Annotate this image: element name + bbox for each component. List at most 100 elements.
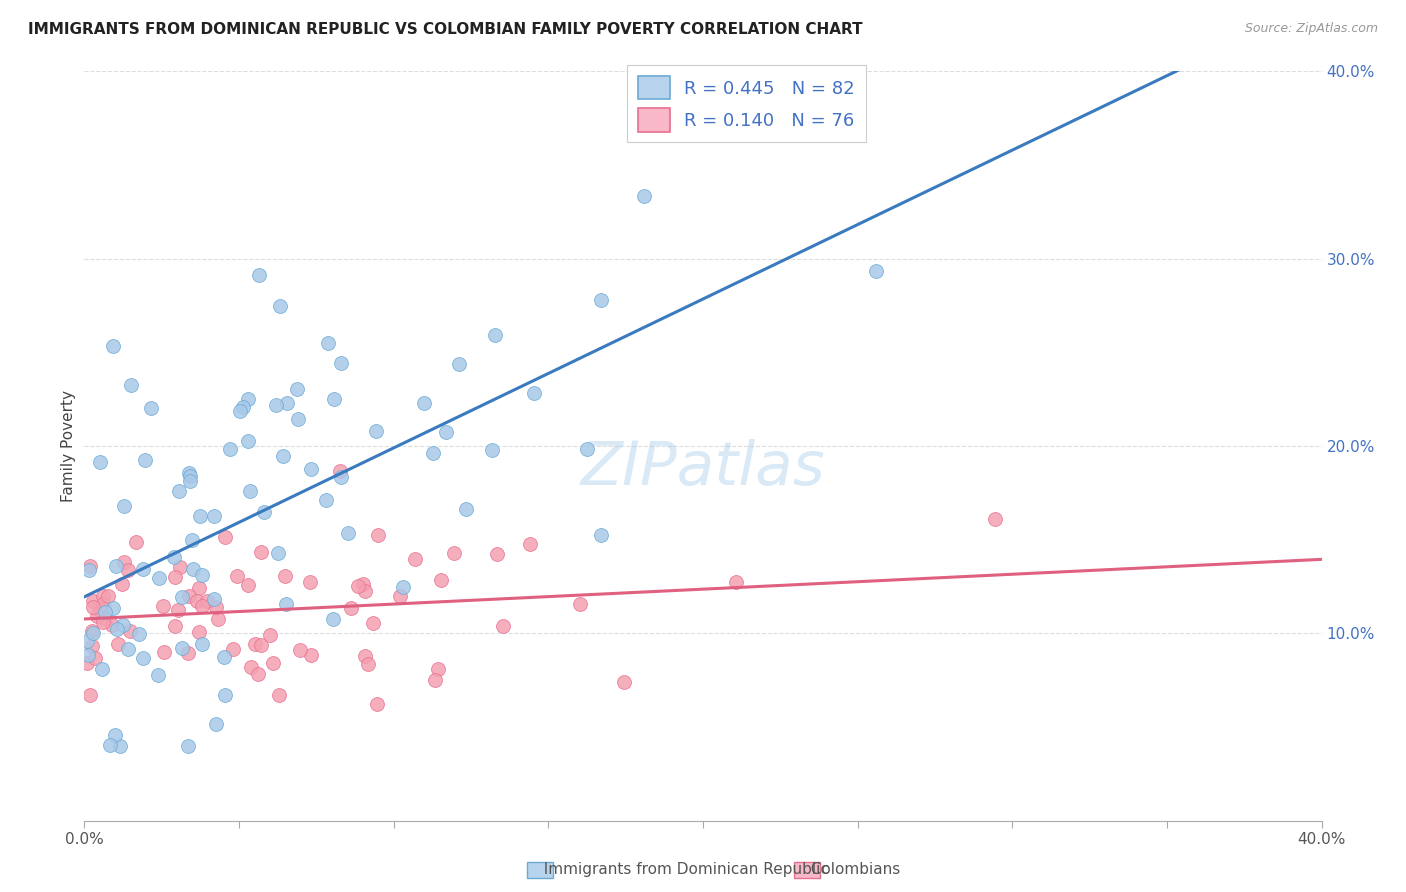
Point <box>132 650 155 665</box>
Point <box>111 618 134 632</box>
Point <box>118 624 141 638</box>
Point <box>329 464 352 478</box>
Point <box>443 546 465 560</box>
Point <box>90 662 112 676</box>
Point <box>141 401 163 415</box>
Point <box>426 662 449 676</box>
Point <box>481 442 503 457</box>
Point <box>423 673 446 688</box>
Point <box>188 509 211 524</box>
Point <box>94 606 117 620</box>
Point <box>299 462 322 476</box>
Point <box>246 666 269 681</box>
Point <box>267 546 290 560</box>
Point <box>179 469 201 483</box>
Point <box>865 264 887 278</box>
Text: IMMIGRANTS FROM DOMINICAN REPUBLIC VS COLOMBIAN FAMILY POVERTY CORRELATION CHART: IMMIGRANTS FROM DOMINICAN REPUBLIC VS CO… <box>28 22 863 37</box>
Point <box>101 618 124 632</box>
Point <box>229 404 252 418</box>
Point <box>112 499 135 513</box>
Point <box>146 668 169 682</box>
Point <box>76 656 98 670</box>
Text: Immigrants from Dominican Republic: Immigrants from Dominican Republic <box>534 863 830 877</box>
Point <box>179 589 201 603</box>
Point <box>354 584 377 599</box>
FancyBboxPatch shape <box>794 862 820 878</box>
Point <box>222 641 245 656</box>
Point <box>354 648 377 663</box>
Point <box>214 530 236 544</box>
Point <box>285 382 308 396</box>
Point <box>202 592 225 607</box>
Point <box>91 615 114 630</box>
Point <box>633 189 655 203</box>
Point <box>101 601 124 615</box>
Point <box>299 648 322 662</box>
Point <box>576 442 599 457</box>
Point <box>170 590 193 604</box>
Point <box>569 597 592 611</box>
Point <box>188 624 211 639</box>
Point <box>239 660 262 674</box>
Y-axis label: Family Poverty: Family Poverty <box>60 390 76 502</box>
Point <box>79 559 101 574</box>
Point <box>207 612 229 626</box>
Point <box>134 453 156 467</box>
Point <box>299 575 322 590</box>
Point <box>330 356 353 370</box>
Point <box>91 597 114 611</box>
Point <box>104 728 127 742</box>
Point <box>91 589 114 603</box>
Point <box>429 573 451 587</box>
Point <box>167 603 190 617</box>
Point <box>391 580 413 594</box>
Point <box>249 638 271 652</box>
Point <box>205 716 228 731</box>
Point <box>181 561 204 575</box>
Point <box>523 386 546 401</box>
Point <box>262 657 284 671</box>
Point <box>366 697 388 711</box>
Point <box>165 618 187 632</box>
Point <box>152 599 174 613</box>
Point <box>82 599 104 614</box>
Point <box>89 455 111 469</box>
Point <box>128 627 150 641</box>
Point <box>226 569 249 583</box>
Point <box>105 622 128 636</box>
Point <box>238 434 260 448</box>
Point <box>347 579 370 593</box>
Point <box>195 594 218 608</box>
Point <box>103 338 125 352</box>
Point <box>191 568 214 582</box>
Point <box>276 395 298 409</box>
Point <box>80 624 103 639</box>
Point <box>366 425 388 439</box>
Point <box>315 493 337 508</box>
Point <box>447 357 470 371</box>
Point <box>264 398 287 412</box>
Point <box>232 401 254 415</box>
Point <box>288 642 311 657</box>
Point <box>486 547 509 561</box>
Point <box>190 599 212 613</box>
Point <box>82 594 104 608</box>
Point <box>389 589 412 603</box>
Point <box>340 601 363 615</box>
Point <box>82 639 104 653</box>
Point <box>177 739 200 753</box>
Point <box>267 688 290 702</box>
Point <box>169 560 191 574</box>
Point <box>434 425 457 439</box>
Point <box>591 293 613 308</box>
Point <box>412 396 434 410</box>
Point <box>214 688 236 702</box>
Point <box>361 616 384 631</box>
Point <box>589 528 612 542</box>
Point <box>77 648 100 662</box>
Point <box>322 392 344 406</box>
Point <box>218 442 240 457</box>
Point <box>108 739 131 753</box>
Point <box>107 637 129 651</box>
Point <box>165 569 187 583</box>
